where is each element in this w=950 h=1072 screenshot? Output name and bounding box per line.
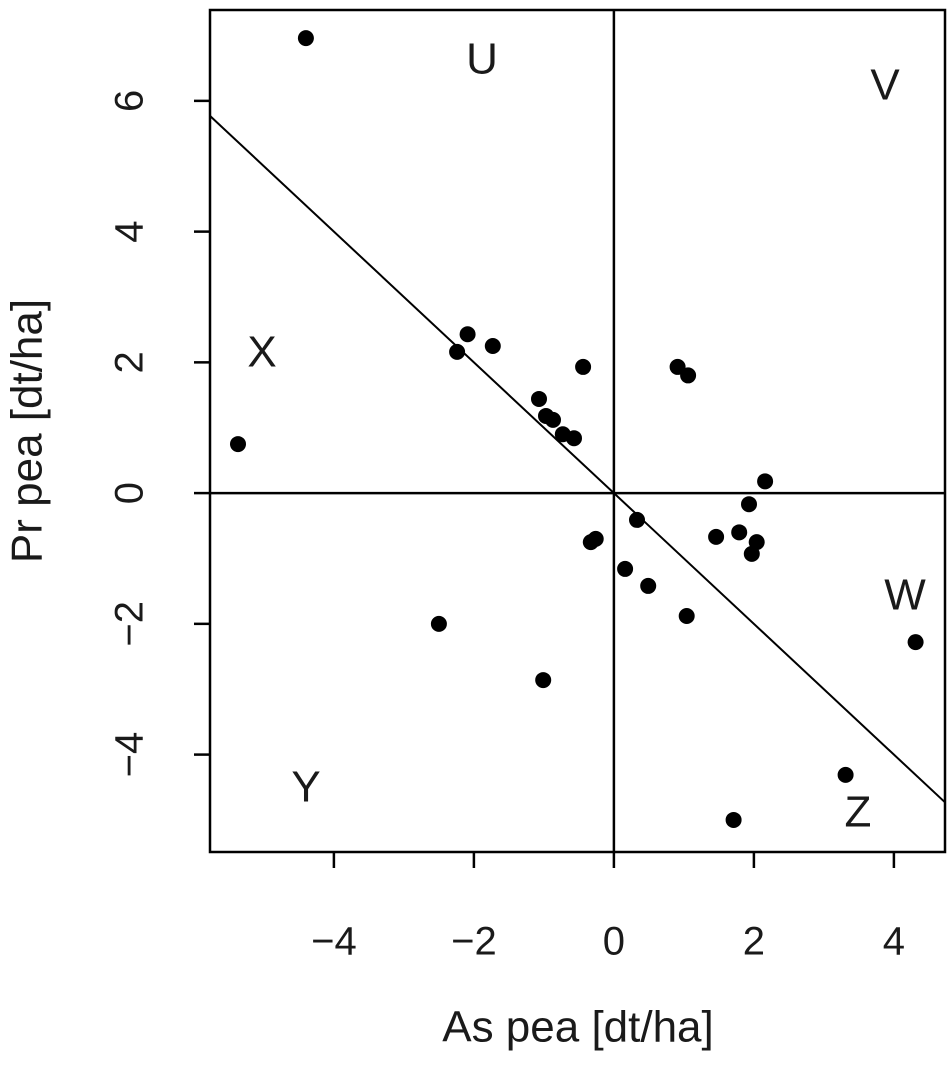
y-tick-label: −4 xyxy=(108,732,152,778)
point xyxy=(484,338,501,355)
plot-frame xyxy=(208,8,947,854)
reference-line xyxy=(209,115,946,804)
point xyxy=(545,411,561,428)
x-tick-label: −4 xyxy=(311,920,357,964)
point xyxy=(531,390,547,407)
point xyxy=(640,577,657,594)
quadrant-label: X xyxy=(247,328,276,377)
point xyxy=(680,367,697,384)
point xyxy=(678,608,695,625)
x-tick-label: 2 xyxy=(743,920,765,964)
point xyxy=(629,511,645,528)
point xyxy=(617,560,634,577)
y-tick-label: 4 xyxy=(108,220,152,242)
point xyxy=(430,615,447,632)
y-tick-label: −2 xyxy=(108,601,152,647)
point xyxy=(297,30,314,47)
point xyxy=(741,496,757,513)
point xyxy=(587,530,604,547)
point xyxy=(731,524,748,541)
quadrant-label: Y xyxy=(291,763,320,812)
point xyxy=(757,473,774,490)
quadrant-label: W xyxy=(884,571,926,620)
point xyxy=(535,672,552,689)
point xyxy=(459,326,476,343)
x-tick-label: 4 xyxy=(883,920,905,964)
y-tick-label: 6 xyxy=(108,90,152,112)
y-tick-label: 2 xyxy=(108,351,152,373)
point xyxy=(230,436,246,453)
point xyxy=(708,528,725,545)
quadrant-label: Z xyxy=(845,788,872,837)
x-axis-label: As pea [dt/ha] xyxy=(442,1003,714,1052)
point xyxy=(575,358,592,375)
point xyxy=(743,545,760,562)
y-axis-label: Pr pea [dt/ha] xyxy=(3,299,52,563)
y-tick-label: 0 xyxy=(108,482,152,504)
quadrant-label: U xyxy=(466,35,498,84)
point xyxy=(566,430,582,447)
quadrant-label: V xyxy=(870,61,900,110)
point xyxy=(837,766,854,783)
x-tick-label: 0 xyxy=(603,920,625,964)
point xyxy=(907,634,924,651)
point xyxy=(449,343,466,360)
point xyxy=(725,811,742,828)
x-tick-label: −2 xyxy=(451,920,497,964)
